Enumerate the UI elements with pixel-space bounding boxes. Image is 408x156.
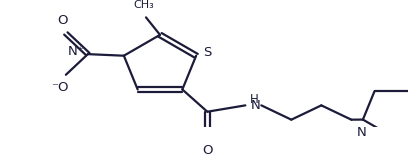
Text: H: H	[251, 93, 259, 106]
Text: O: O	[58, 14, 68, 27]
Text: S: S	[203, 46, 211, 59]
Text: O: O	[202, 144, 213, 156]
Text: ⁻O: ⁻O	[51, 81, 69, 94]
Text: N: N	[251, 99, 260, 112]
Text: N⁺: N⁺	[68, 45, 85, 58]
Text: CH₃: CH₃	[134, 0, 154, 10]
Text: N: N	[357, 126, 367, 139]
